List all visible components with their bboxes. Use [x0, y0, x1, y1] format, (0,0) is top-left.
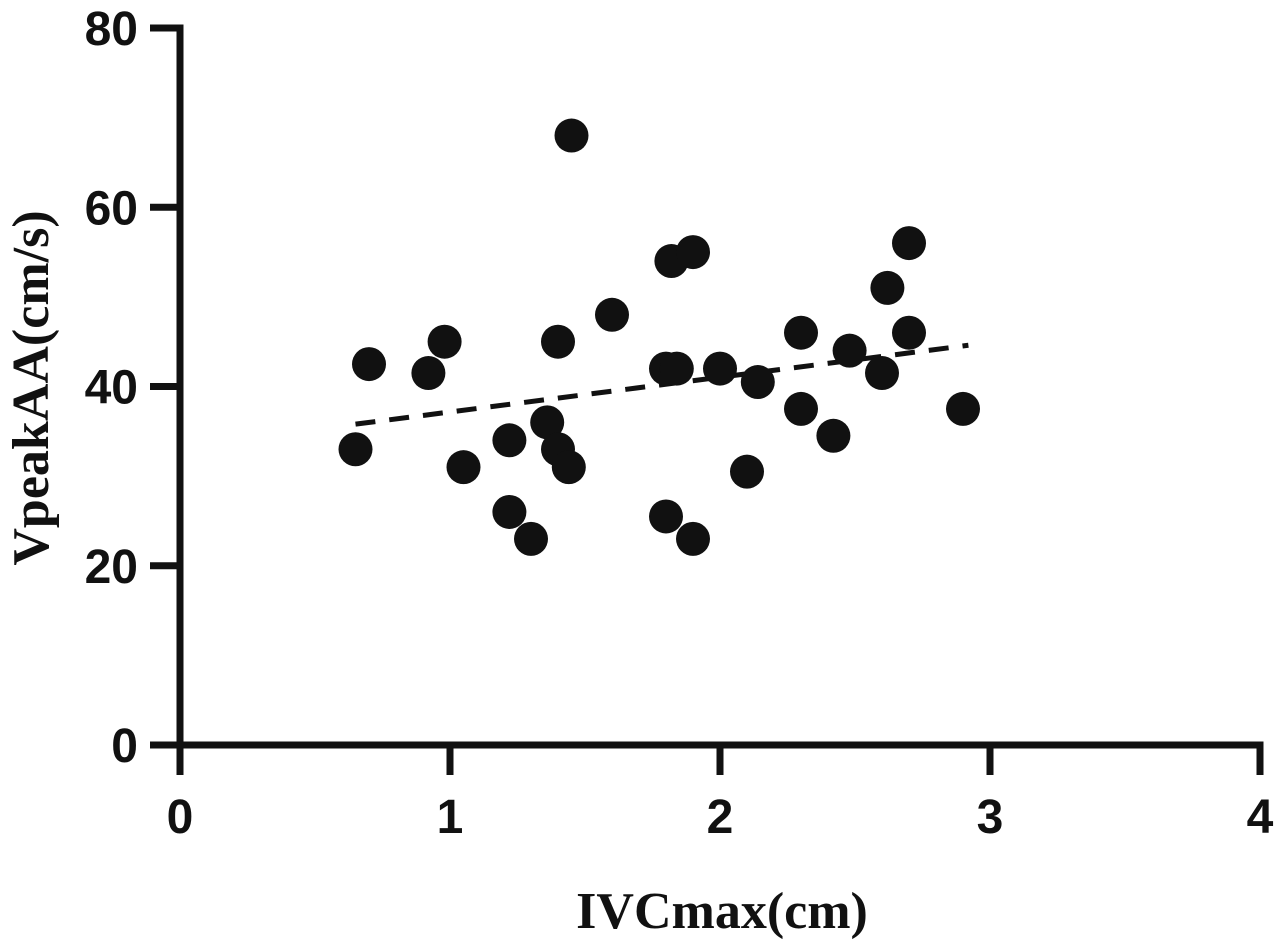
data-point — [676, 235, 710, 270]
data-point — [595, 297, 629, 332]
x-tick-label: 1 — [437, 791, 464, 844]
data-point — [659, 351, 694, 386]
data-point — [492, 494, 527, 529]
data-point — [514, 521, 548, 556]
y-tick-label: 0 — [111, 720, 138, 773]
data-point — [338, 432, 373, 467]
data-point — [832, 333, 867, 368]
y-tick-label: 80 — [85, 3, 138, 56]
y-axis-title: VpeakAA(cm/s) — [3, 210, 60, 565]
plot-area — [338, 118, 980, 556]
x-tick-label: 2 — [707, 791, 734, 844]
data-point — [541, 324, 575, 359]
x-tick-label: 0 — [167, 791, 194, 844]
y-tick-label: 40 — [85, 362, 138, 415]
data-point — [703, 351, 737, 386]
data-point — [649, 499, 683, 534]
x-tick-label: 4 — [1247, 791, 1274, 844]
data-point — [676, 521, 710, 556]
data-point — [411, 356, 446, 391]
y-tick-label: 60 — [85, 182, 138, 235]
data-point — [946, 391, 980, 426]
y-tick-label: 20 — [85, 541, 138, 594]
data-point — [730, 454, 764, 489]
data-point — [446, 450, 481, 485]
data-point — [492, 423, 527, 458]
x-axis-title: IVCmax(cm) — [576, 883, 868, 940]
data-point — [784, 391, 818, 426]
data-point — [551, 450, 586, 485]
data-point — [816, 418, 851, 453]
data-point — [784, 315, 818, 350]
data-point — [740, 365, 775, 400]
data-point — [554, 118, 589, 153]
data-point — [870, 270, 905, 305]
data-point — [352, 347, 386, 382]
x-tick-label: 3 — [977, 791, 1004, 844]
data-point — [530, 405, 565, 440]
data-point — [892, 315, 926, 350]
data-point — [865, 356, 899, 391]
data-point — [427, 324, 462, 359]
data-point — [892, 226, 926, 261]
